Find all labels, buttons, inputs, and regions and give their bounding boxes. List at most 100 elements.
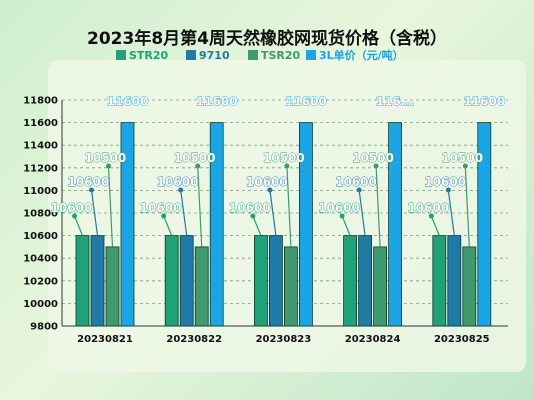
data-label: 10600 <box>229 201 271 215</box>
leader-dot <box>89 187 94 193</box>
leader-dot <box>445 187 451 193</box>
leader-dot <box>267 187 273 193</box>
legend-label: STR20 <box>129 49 169 62</box>
x-tick-label: 20230824 <box>345 334 401 345</box>
x-tick-label: 20230825 <box>434 334 490 345</box>
leader-dot <box>339 213 345 219</box>
data-label: 10500 <box>263 151 305 165</box>
legend-swatch <box>186 50 196 60</box>
data-label: 10600 <box>335 175 377 189</box>
data-label: 11600 <box>285 95 327 109</box>
data-label: 10600 <box>140 201 182 215</box>
leader-line <box>269 189 277 236</box>
leader-dot <box>178 187 184 193</box>
data-label: 11600 <box>196 95 238 109</box>
bar <box>268 235 283 327</box>
data-label: 11600 <box>107 95 149 109</box>
bar <box>358 235 373 327</box>
bar <box>164 235 179 327</box>
y-tick-label: 11600 <box>23 118 58 129</box>
bar <box>477 122 492 327</box>
legend: STR20 9710 TSR20 3L单价（元/吨） <box>116 48 404 62</box>
legend-label: TSR20 <box>261 49 301 62</box>
leader-line <box>252 215 262 236</box>
data-label: 10600 <box>424 175 466 189</box>
bar <box>253 235 268 327</box>
data-label: 10500 <box>85 151 127 165</box>
data-label: 10600 <box>246 175 288 189</box>
leader-line <box>358 189 366 236</box>
bar <box>388 122 403 327</box>
bar <box>90 235 105 327</box>
y-tick-label: 10600 <box>23 231 58 242</box>
legend-label: 3L单价（元/吨） <box>319 48 404 62</box>
bar <box>209 122 224 327</box>
y-tick-label: 11000 <box>23 186 58 197</box>
leader-line <box>341 215 351 236</box>
bar <box>194 246 209 327</box>
bar <box>120 122 135 327</box>
bar <box>105 246 120 327</box>
leader-line <box>286 165 292 247</box>
data-label: 10600 <box>157 175 199 189</box>
legend-swatch <box>248 50 258 60</box>
legend-label: 9710 <box>199 49 230 62</box>
y-tick-label: 10400 <box>23 254 58 265</box>
leader-dot <box>72 213 77 219</box>
x-tick-label: 20230823 <box>256 334 312 345</box>
y-tick-label: 10000 <box>23 299 58 310</box>
leader-line <box>430 215 440 236</box>
bar <box>283 246 298 327</box>
leader-line <box>447 189 455 236</box>
x-axis: 20230821 20230822 20230823 20230824 20230825 <box>77 334 490 345</box>
data-label: 10600 <box>68 175 110 189</box>
leader-dot <box>161 213 167 219</box>
y-axis: 9800100001020010400106001080011000112001… <box>23 96 508 333</box>
leader-line <box>163 215 173 236</box>
data-label: 10500 <box>441 151 483 165</box>
bar <box>462 246 477 327</box>
bars <box>75 122 492 327</box>
data-label: 10500 <box>352 151 394 165</box>
y-tick-label: 10800 <box>23 209 58 220</box>
chart-title: 2023年8月第4周天然橡胶网现货价格（含税） <box>87 28 447 49</box>
leader-dot <box>195 163 201 169</box>
leader-line <box>73 215 84 236</box>
data-label: 10600 <box>51 201 93 215</box>
data-label: 10600 <box>318 201 360 215</box>
y-tick-label: 11800 <box>23 96 58 107</box>
leader-dot <box>250 213 256 219</box>
leader-line <box>90 189 99 236</box>
leader-dot <box>428 213 434 219</box>
bar <box>298 122 313 327</box>
bar <box>432 235 447 327</box>
legend-swatch <box>116 50 126 60</box>
y-tick-label: 9800 <box>30 322 58 333</box>
leader-line <box>464 165 470 247</box>
leader-line <box>180 189 188 236</box>
y-tick-label: 11200 <box>23 163 58 174</box>
bar <box>447 235 462 327</box>
leader-line <box>197 165 203 247</box>
bar <box>75 235 90 327</box>
y-tick-label: 11400 <box>23 141 58 152</box>
leader-dot <box>373 163 379 169</box>
data-labels: 10600 10600 10500 11600 10600 10600 10500 11600… <box>50 94 506 247</box>
leader-dot <box>462 163 468 169</box>
bar <box>373 246 388 327</box>
bar <box>343 235 358 327</box>
leader-dot <box>106 163 111 169</box>
data-label: 10500 <box>174 151 216 165</box>
data-label: 10600 <box>407 201 449 215</box>
leader-line <box>375 165 381 247</box>
leader-line <box>107 165 114 247</box>
x-tick-label: 20230821 <box>77 334 133 345</box>
bar <box>179 235 194 327</box>
y-tick-label: 10200 <box>23 276 58 287</box>
leader-dot <box>284 163 290 169</box>
leader-dot <box>356 187 362 193</box>
x-tick-label: 20230822 <box>166 334 222 345</box>
data-label: 116... <box>376 95 415 109</box>
legend-swatch <box>306 50 316 60</box>
